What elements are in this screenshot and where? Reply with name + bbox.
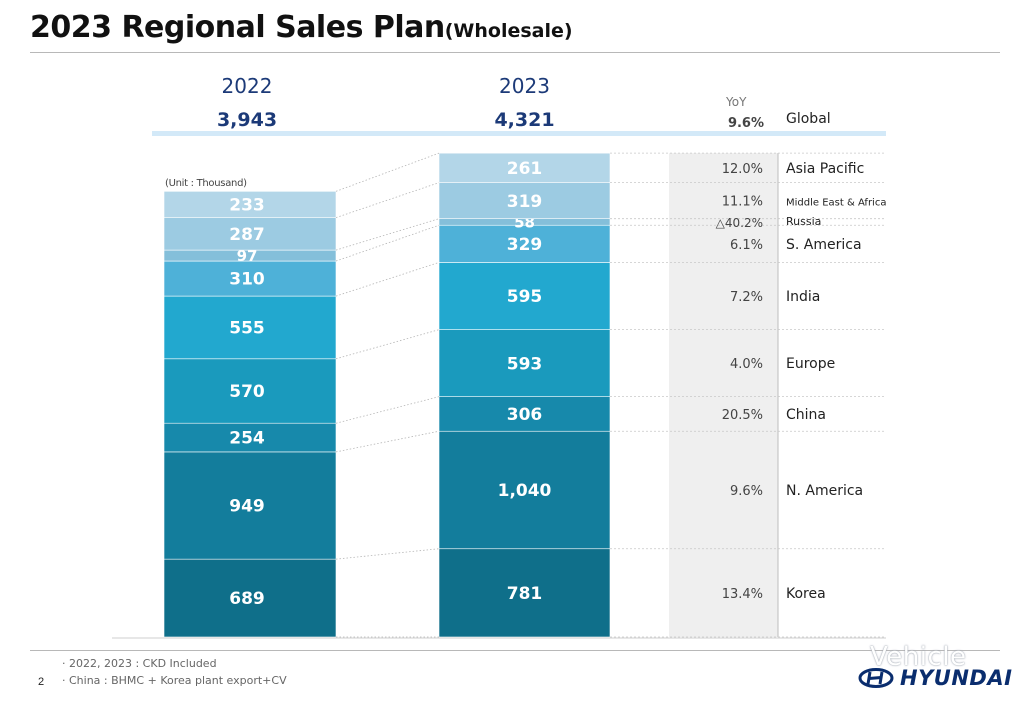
yoy-value-4: 7.2% xyxy=(730,290,763,305)
hyundai-emblem-icon xyxy=(858,668,894,688)
title-main: 2023 Regional Sales Plan xyxy=(30,10,445,45)
yoy-value-1: 11.1% xyxy=(722,195,763,210)
connector-1 xyxy=(335,182,440,219)
connector-5 xyxy=(335,329,440,360)
bar-2023-5 xyxy=(438,329,611,397)
bar-2023-0 xyxy=(438,152,611,183)
connector-4 xyxy=(335,262,440,297)
bar-2023-3 xyxy=(438,224,611,263)
region-label-2: Russia xyxy=(786,215,821,228)
bar-2023-1 xyxy=(438,182,611,219)
bar-label-2023-5: 593 xyxy=(507,354,543,374)
region-label-0: Asia Pacific xyxy=(786,161,864,177)
bar-label-2022-5: 570 xyxy=(229,382,265,402)
watermark-text: Vehicle xyxy=(870,642,967,672)
total-2022: 3,943 xyxy=(217,109,277,131)
yoy-value-5: 4.0% xyxy=(730,357,763,372)
connector-2 xyxy=(335,218,440,251)
title-rule xyxy=(30,52,1000,53)
connector-7 xyxy=(335,430,440,453)
bar-label-2023-6: 306 xyxy=(507,405,543,425)
bar-label-2023-7: 1,040 xyxy=(498,481,552,501)
yoy-value-3: 6.1% xyxy=(730,238,763,253)
region-label-7: N. America xyxy=(786,483,863,499)
bar-2022-6 xyxy=(163,422,337,453)
bar-2022-5 xyxy=(163,358,337,424)
yoy-heading: YoY xyxy=(725,95,747,109)
yoy-value-8: 13.4% xyxy=(722,587,763,602)
year-heading-2023: 2023 xyxy=(499,74,550,98)
bar-2023-4 xyxy=(438,262,611,330)
page-number: 2 xyxy=(38,676,45,688)
connector-3 xyxy=(335,224,440,262)
bar-2023-6 xyxy=(438,396,611,432)
bar-label-2022-2: 97 xyxy=(237,247,258,265)
bar-label-2023-0: 261 xyxy=(507,159,543,179)
logo-wordmark: HYUNDAI xyxy=(900,666,1013,690)
bar-2022-7 xyxy=(163,451,337,560)
bar-2022-3 xyxy=(163,260,337,297)
footnote-ckd: · 2022, 2023 : CKD Included xyxy=(62,657,217,670)
page-title: 2023 Regional Sales Plan(Wholesale) xyxy=(30,10,573,45)
global-yoy: 9.6% xyxy=(728,116,764,131)
bar-label-2022-6: 254 xyxy=(229,429,265,449)
title-sub: (Wholesale) xyxy=(444,20,573,42)
bar-label-2023-8: 781 xyxy=(507,584,543,604)
yoy-value-6: 20.5% xyxy=(722,408,763,423)
unit-note: (Unit : Thousand) xyxy=(165,178,247,189)
region-label-6: China xyxy=(786,407,826,423)
bar-2023-7 xyxy=(438,430,611,550)
footer-rule xyxy=(30,650,1000,651)
global-label: Global xyxy=(786,111,831,127)
total-2023: 4,321 xyxy=(494,109,554,131)
bar-label-2023-1: 319 xyxy=(507,192,543,212)
bar-label-2022-8: 689 xyxy=(229,589,265,609)
bar-2022-4 xyxy=(163,295,337,360)
year-heading-2022: 2022 xyxy=(222,74,273,98)
region-label-5: Europe xyxy=(786,356,835,372)
bar-2023-8 xyxy=(438,548,611,638)
region-label-3: S. America xyxy=(786,237,862,253)
bar-label-2022-0: 233 xyxy=(229,196,265,216)
yoy-panel xyxy=(669,153,778,637)
yoy-value-2: △40.2% xyxy=(716,216,763,230)
bar-2022-0 xyxy=(163,191,337,218)
region-label-8: Korea xyxy=(786,586,826,602)
connector-6 xyxy=(335,396,440,424)
bar-label-2023-3: 329 xyxy=(507,235,543,255)
region-label-4: India xyxy=(786,289,820,305)
yoy-value-7: 9.6% xyxy=(730,484,763,499)
bar-label-2022-3: 310 xyxy=(229,270,265,290)
region-label-1: Middle East & Africa xyxy=(786,198,886,209)
footnote-china: · China : BHMC + Korea plant export+CV xyxy=(62,674,287,687)
global-band xyxy=(152,131,886,136)
bar-2022-1 xyxy=(163,217,337,251)
yoy-value-0: 12.0% xyxy=(722,162,763,177)
bar-label-2022-1: 287 xyxy=(229,225,265,245)
connector-8 xyxy=(335,548,440,560)
bar-label-2022-7: 949 xyxy=(229,497,265,517)
bar-label-2022-4: 555 xyxy=(229,319,265,339)
hyundai-logo: HYUNDAI xyxy=(858,666,1012,690)
connector-0 xyxy=(335,152,440,192)
bar-2022-8 xyxy=(163,558,337,638)
bar-label-2023-4: 595 xyxy=(507,287,543,307)
